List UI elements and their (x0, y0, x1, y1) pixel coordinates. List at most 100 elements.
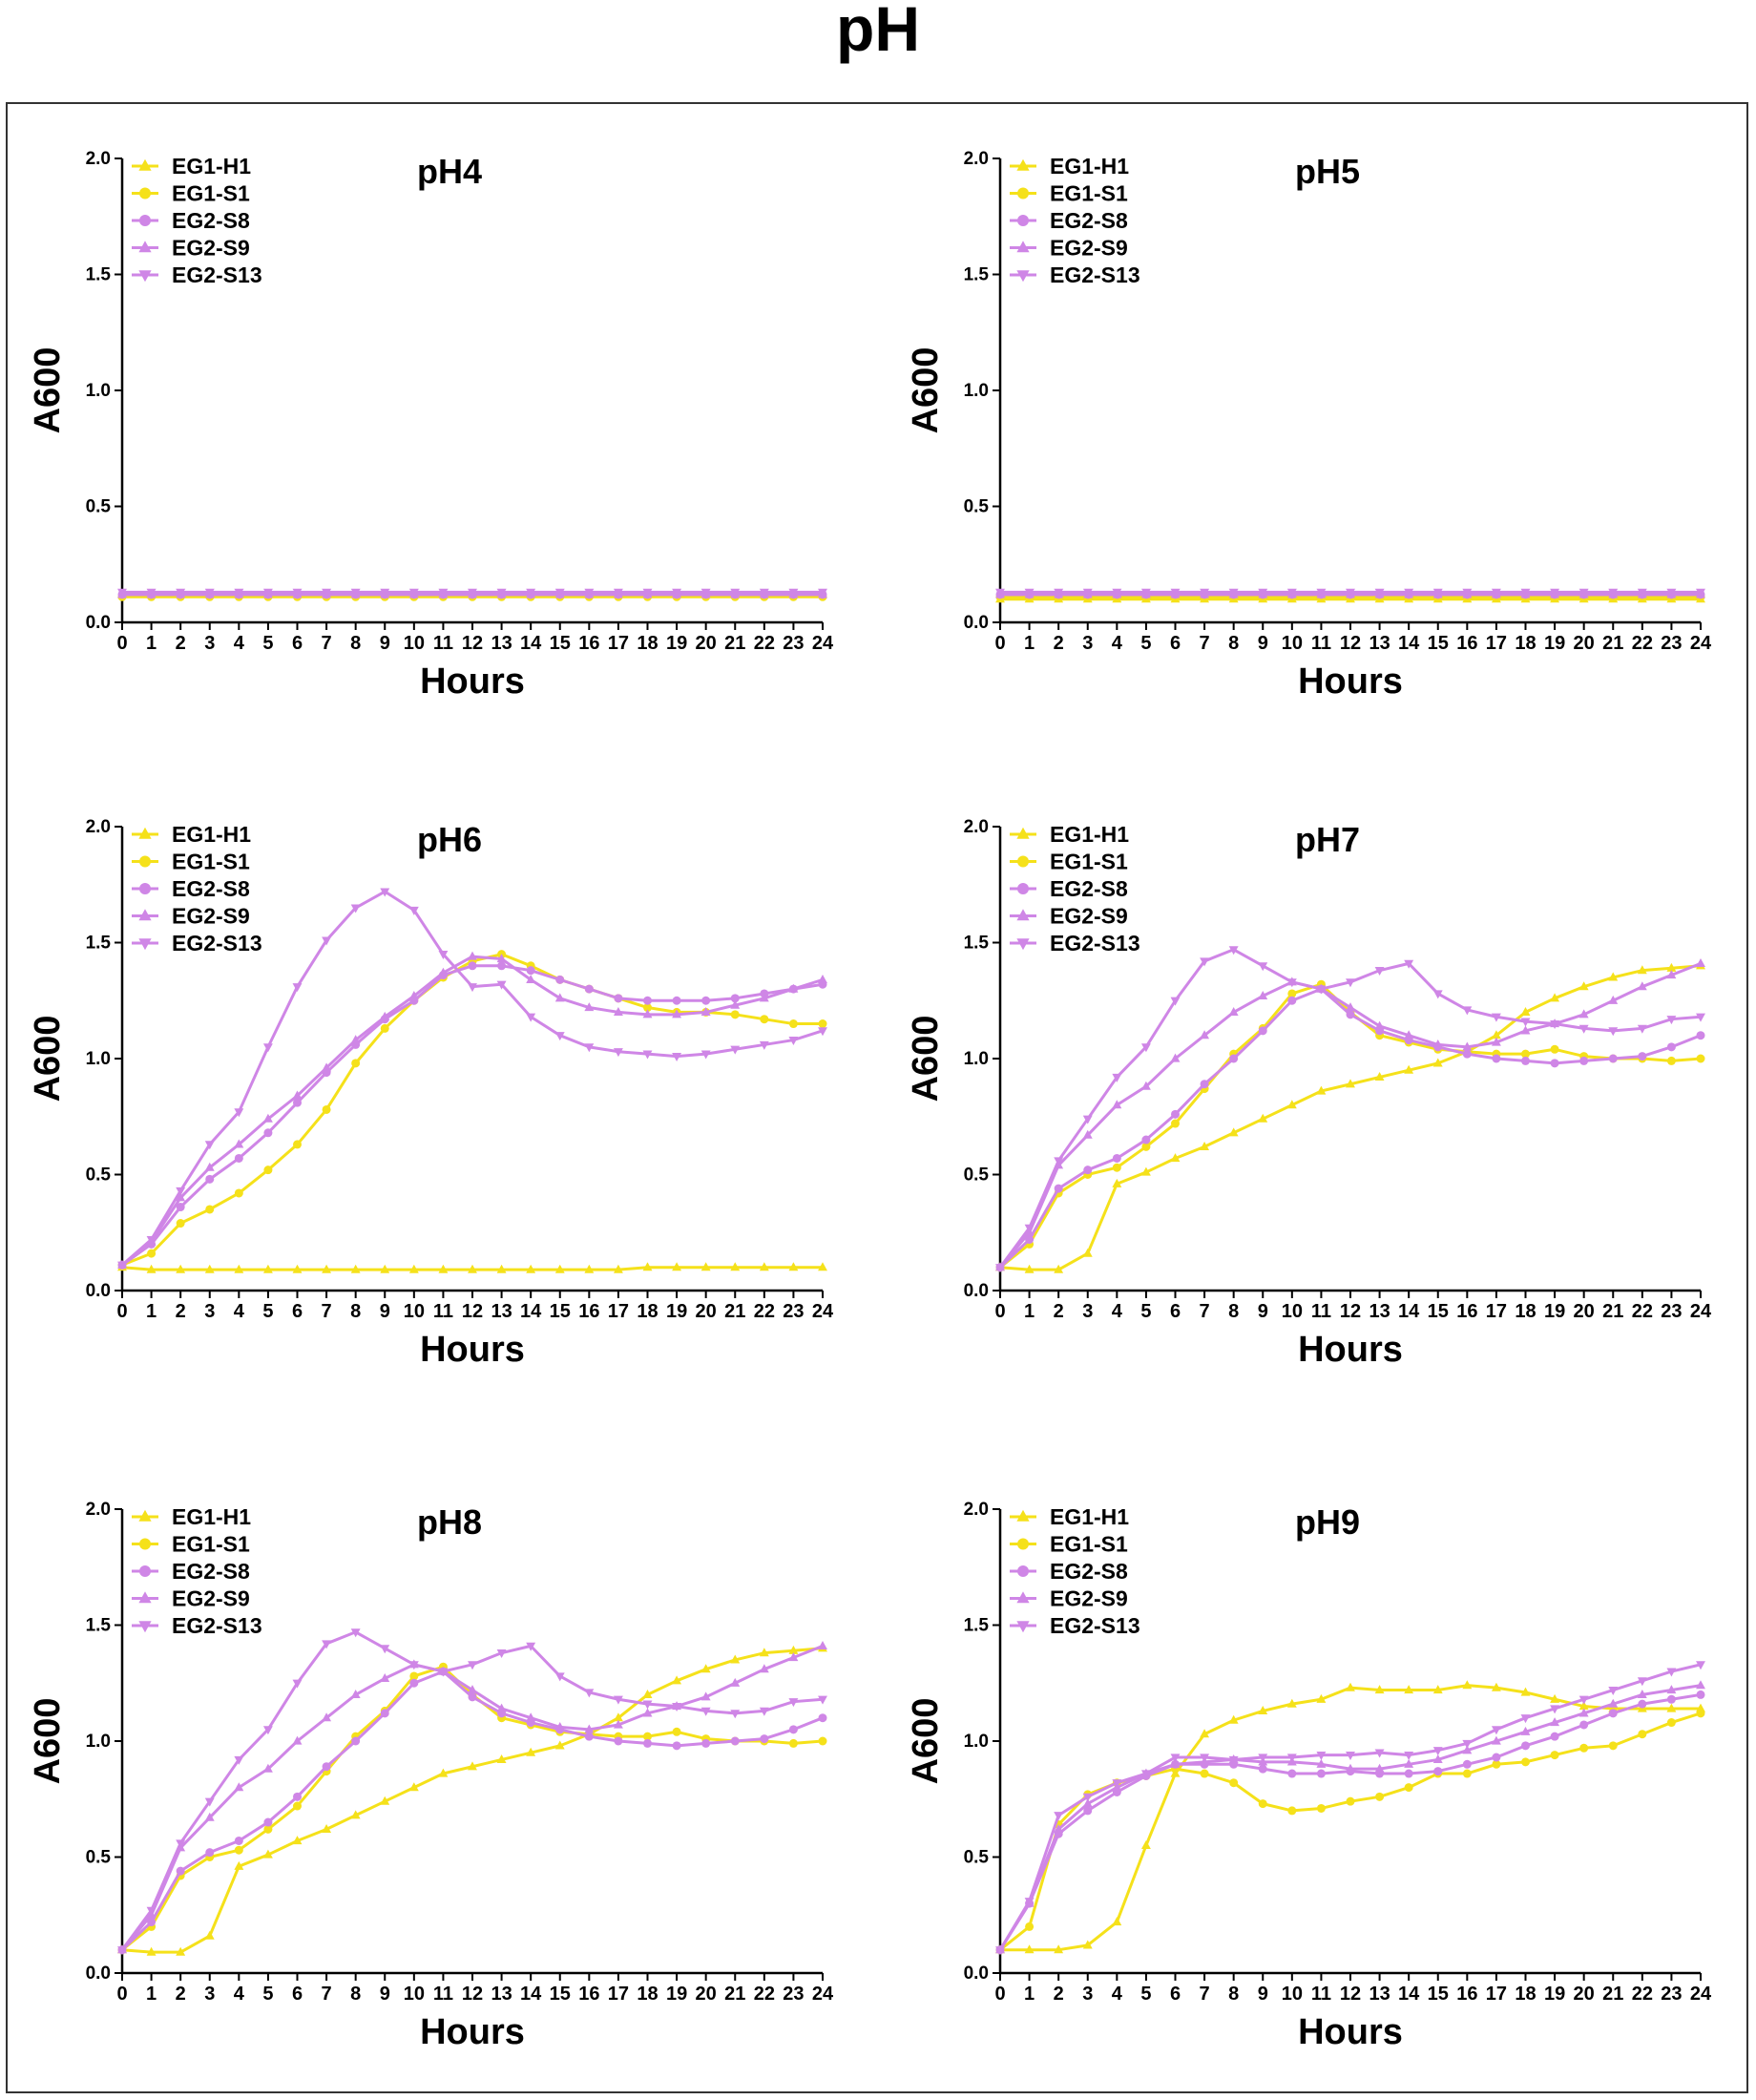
ph8-series-eg1-s1 (117, 1662, 827, 1955)
data-point (700, 1707, 711, 1716)
ph4-x-tick-label: 10 (404, 633, 425, 654)
ph9-legend-item: EG1-H1 (1010, 1504, 1129, 1529)
data-point (1258, 1764, 1267, 1774)
ph9-x-tick-label: 23 (1661, 1984, 1682, 2005)
ph5-x-tick-label: 6 (1170, 633, 1181, 654)
ph8-x-tick-label: 22 (754, 1984, 775, 2005)
data-point (584, 1043, 595, 1053)
data-point (759, 1262, 769, 1271)
ph9-x-tick-label: 1 (1024, 1984, 1035, 2005)
data-point (1578, 1695, 1589, 1705)
data-point (584, 984, 594, 994)
data-point (1024, 1944, 1035, 1954)
legend-label: EG1-H1 (1050, 1504, 1129, 1529)
ph4-x-tick-label: 11 (433, 633, 453, 654)
data-point (1286, 1100, 1297, 1109)
ph6-legend-item: EG2-S13 (132, 931, 262, 956)
legend-label: EG2-S8 (172, 876, 250, 901)
data-point (1432, 1040, 1443, 1049)
data-point (234, 1860, 244, 1870)
data-point (1112, 1779, 1122, 1789)
data-point (1404, 1751, 1414, 1760)
ph6-x-tick-label: 10 (404, 1301, 425, 1322)
ph4-x-tick-label: 7 (322, 633, 332, 654)
ph7-legend-item: EG2-S13 (1010, 931, 1140, 956)
data-point (205, 1205, 215, 1214)
ph8-legend-item: EG1-H1 (132, 1504, 251, 1529)
chart-ph7: 0.00.51.01.52.00 1 2 3 4 5 6 7 8 9 10 11 12 13 14 15 16 1… (906, 817, 1712, 1370)
legend-swatch-marker (1016, 270, 1030, 283)
data-point (759, 1707, 769, 1716)
data-point (643, 1003, 652, 1013)
data-point (438, 1668, 449, 1677)
data-point (1696, 1031, 1705, 1040)
data-point (584, 588, 595, 598)
data-point (759, 588, 769, 598)
data-point (1316, 1085, 1327, 1095)
ph6-y-tick-label: 1.0 (86, 1049, 111, 1069)
legend-swatch-marker (1016, 938, 1030, 951)
legend-label: EG1-S1 (172, 181, 250, 206)
ph7-x-tick-label: 11 (1311, 1301, 1331, 1322)
legend-label: EG1-S1 (1050, 1532, 1128, 1557)
ph4-x-tick-label: 21 (724, 633, 745, 654)
data-point (995, 1946, 1005, 1956)
data-point (1346, 1796, 1355, 1806)
ph9-legend-item: EG2-S13 (1010, 1613, 1140, 1638)
data-point (205, 1848, 215, 1858)
data-point (1140, 588, 1151, 598)
data-point (1200, 1769, 1209, 1778)
legend-swatch-marker (139, 1565, 151, 1577)
data-point (1200, 957, 1210, 967)
data-point (438, 588, 449, 598)
data-point (818, 974, 827, 983)
data-point (554, 588, 565, 598)
data-point (1432, 1685, 1443, 1694)
ph4-x-tick-label: 14 (520, 633, 542, 654)
data-point (292, 1735, 303, 1745)
ph4-x-tick-label: 8 (350, 633, 361, 654)
ph8-series-eg1-h1 (117, 1643, 827, 1956)
data-point (1082, 588, 1093, 598)
data-point (147, 1249, 157, 1258)
data-point (788, 1036, 799, 1045)
data-point (1228, 1714, 1239, 1724)
data-point (1432, 1058, 1443, 1067)
data-point (1462, 1745, 1473, 1754)
series-line (121, 955, 824, 1267)
legend-label: EG2-S13 (172, 931, 262, 956)
ph8-y-tick-label: 2.0 (86, 1500, 111, 1520)
ph6-series-eg1-s1 (117, 950, 827, 1270)
data-point (176, 1219, 185, 1228)
data-point (1229, 1054, 1239, 1063)
ph6-x-tick-label: 24 (812, 1301, 834, 1322)
legend-swatch-marker (139, 855, 151, 868)
ph5-x-tick-label: 15 (1428, 633, 1449, 654)
data-point (117, 1261, 127, 1270)
data-point (176, 1192, 186, 1202)
chart-ph5: 0.00.51.01.52.00 1 2 3 4 5 6 7 8 9 10 11 12 13 14 15 16 1… (906, 149, 1712, 702)
legend-swatch-marker (1017, 1538, 1029, 1550)
data-point (1550, 1019, 1560, 1029)
series-line (1000, 1684, 1701, 1952)
data-point (409, 1678, 419, 1688)
data-point (380, 1709, 389, 1718)
data-point (759, 993, 769, 1002)
data-point (292, 1264, 303, 1273)
data-point (497, 961, 507, 971)
data-point (700, 1691, 711, 1701)
ph8-x-tick-label: 5 (262, 1984, 273, 2005)
data-point (1082, 1129, 1093, 1139)
ph9-legend-item: EG2-S9 (1010, 1586, 1128, 1611)
ph7-x-tick-label: 19 (1544, 1301, 1565, 1322)
data-point (554, 1032, 565, 1041)
data-point (1637, 1690, 1647, 1698)
ph6-x-tick-label: 6 (292, 1301, 303, 1322)
data-point (496, 1264, 507, 1273)
data-point (322, 936, 332, 946)
data-point (730, 1045, 741, 1055)
ph6-y-tick-label: 1.5 (86, 934, 112, 954)
data-point (1638, 1730, 1647, 1739)
series-line (998, 1692, 1702, 1951)
ph6-y-axis-label: A600 (28, 1016, 68, 1102)
